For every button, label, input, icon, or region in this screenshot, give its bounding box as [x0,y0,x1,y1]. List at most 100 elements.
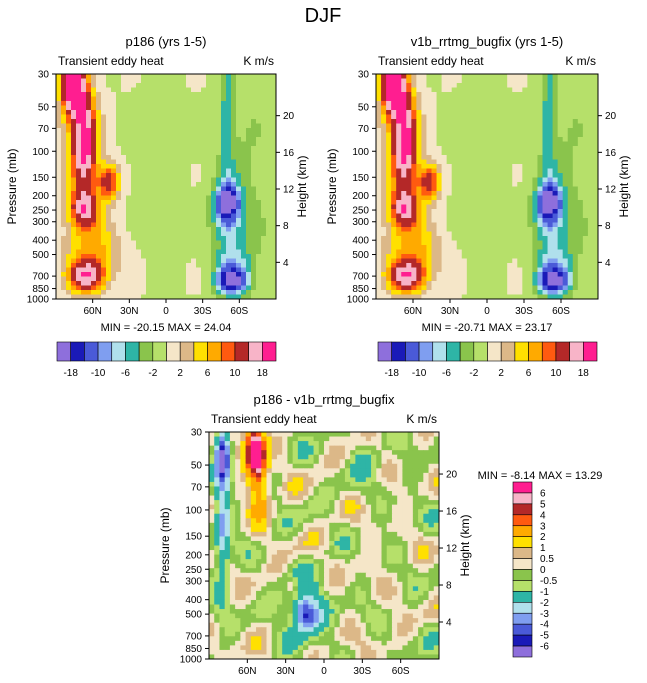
contour-cell [231,105,237,111]
contour-cell [537,137,543,142]
contour-cell [406,236,412,241]
contour-cell [91,258,97,264]
contour-cell [557,231,564,237]
contour-cell [209,454,215,460]
contour-cell [502,281,508,286]
contour-cell [436,263,442,268]
contour-field-1 [376,74,599,300]
contour-cell [466,92,473,97]
contour-cell [436,254,442,259]
contour-cell [56,74,62,79]
contour-cell [161,92,167,97]
contour-cell [466,128,473,133]
contour-cell [391,236,397,241]
contour-cell [426,281,432,286]
contour-cell [441,168,448,174]
contour-cell [66,204,72,210]
contour-cell [101,258,107,264]
contour-cell [522,87,528,93]
contour-cell [303,463,309,469]
contour-cell [111,186,117,192]
contour-cell [76,245,82,250]
contour-cell [376,267,382,273]
contour-cell [451,294,458,300]
contour-cell [86,96,92,102]
contour-cell [537,177,543,183]
contour-cell [219,481,226,487]
contour-cell [527,92,533,97]
contour-cell [146,254,152,259]
contour-cell [256,254,262,259]
contour-cell [106,213,112,219]
contour-cell [206,186,212,192]
contour-cell [181,164,187,169]
contour-cell [542,137,548,142]
contour-cell [219,441,226,447]
contour-cell [241,101,247,106]
contour-cell [577,227,584,232]
contour-cell [418,450,424,456]
contour-cell [181,191,187,196]
contour-cell [512,222,518,228]
contour-cell [191,249,197,255]
contour-cell [126,200,132,205]
contour-cell [66,74,72,79]
contour-cell [492,231,498,237]
contour-cell [446,159,453,165]
contour-cell [517,92,523,97]
contour-cell [66,96,72,102]
contour-cell [360,468,367,474]
contour-cell [512,263,518,268]
contour-cell [401,285,407,291]
contour-cell [423,450,429,456]
contour-cell [487,164,493,169]
contour-cell [66,227,72,232]
contour-cell [572,240,579,246]
contour-cell [245,463,252,469]
contour-cell [186,267,192,273]
contour-cell [376,87,382,93]
contour-cell [91,209,97,214]
contour-cell [126,164,132,169]
contour-cell [572,227,579,232]
contour-cell [446,137,453,142]
contour-cell [471,186,478,192]
contour-cell [136,141,142,147]
contour-cell [542,281,548,286]
contour-cell [406,150,412,156]
contour-cell [66,290,72,295]
contour-cell [166,177,172,183]
contour-cell [451,159,458,165]
contour-cell [542,227,548,232]
contour-cell [381,74,387,79]
contour-cell [497,263,503,268]
contour-cell [502,276,508,282]
contour-cell [376,186,382,192]
contour-cell [441,173,448,178]
contour-cell [592,276,599,282]
contour-cell [71,132,77,138]
contour-cell [209,436,215,442]
contour-cell [532,159,538,165]
contour-cell [492,101,498,106]
contour-cell [461,164,468,169]
contour-cell [81,285,87,291]
contour-cell [446,231,453,237]
contour-cell [582,159,589,165]
contour-cell [176,236,182,241]
contour-cell [186,168,192,174]
contour-cell [497,87,503,93]
contour-cell [116,155,122,160]
contour-cell [396,290,402,295]
contour-cell [256,213,262,219]
contour-cell [402,463,409,469]
contour-cell [176,290,182,295]
contour-cell [121,168,127,174]
contour-cell [96,132,102,138]
contour-cell [562,263,569,268]
contour-cell [552,83,559,88]
contour-cell [381,432,388,437]
contour-cell [426,276,432,282]
contour-cell [436,141,442,147]
contour-cell [91,263,97,268]
